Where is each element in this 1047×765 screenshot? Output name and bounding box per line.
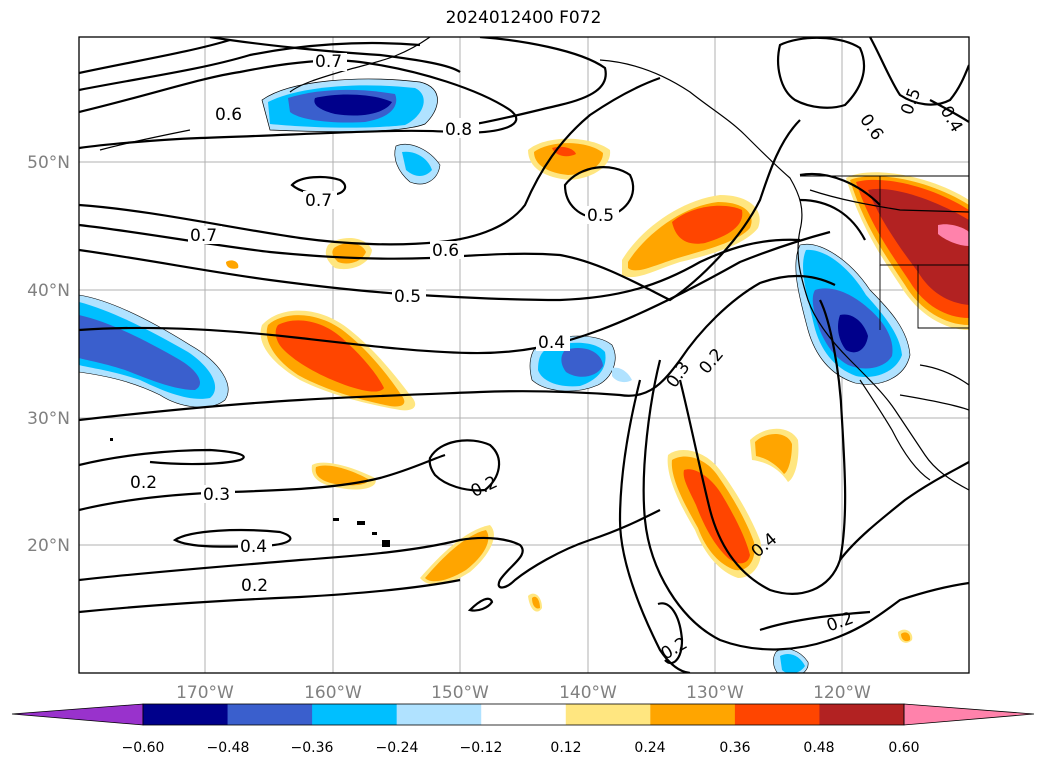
lat-tick: 40°N	[27, 281, 70, 301]
contour	[79, 59, 518, 150]
colorbar-tick: 0.60	[888, 740, 919, 756]
contour-label: 0.5	[394, 287, 421, 307]
colorbar-cell	[312, 704, 398, 725]
contour	[79, 76, 661, 246]
contour-label: 0.6	[215, 105, 242, 125]
colorbar: −0.60 −0.48 −0.36 −0.24 −0.12 0.12 0.24 …	[11, 703, 1035, 756]
contour-label: 0.4	[240, 537, 267, 557]
contour	[929, 99, 969, 123]
contour-label: 0.2	[241, 576, 268, 596]
colorbar-tick: 0.24	[634, 740, 665, 756]
contour-label: 0.5	[897, 85, 925, 117]
colorbar-cell	[565, 704, 651, 725]
colorbar-cell	[481, 704, 567, 725]
contour-label: 0.6	[855, 111, 887, 145]
contour	[79, 238, 801, 302]
contour-label: 0.3	[663, 358, 695, 392]
contour	[777, 37, 865, 109]
contour	[79, 448, 245, 467]
contour	[209, 37, 461, 73]
contour	[657, 602, 684, 665]
contour	[563, 166, 635, 220]
contour	[79, 230, 831, 355]
colorbar-cell	[396, 704, 482, 725]
lon-tick: 130°W	[686, 683, 744, 703]
contour-label: 0.7	[305, 191, 332, 211]
lon-tick: 150°W	[431, 683, 489, 703]
contour	[759, 610, 871, 632]
colorbar-tick: 0.36	[719, 740, 750, 756]
colorbar-tick: −0.36	[291, 740, 334, 756]
contour	[799, 198, 866, 241]
contour-label: 0.4	[538, 333, 565, 353]
contour	[79, 453, 446, 512]
contour	[799, 172, 881, 206]
lat-tick: 50°N	[27, 153, 70, 173]
contour	[642, 359, 969, 651]
contour	[79, 38, 231, 75]
lon-tick: 120°W	[813, 683, 871, 703]
lat-tick: 20°N	[27, 536, 70, 556]
colorbar-tick-labels: −0.60 −0.48 −0.36 −0.24 −0.12 0.12 0.24 …	[122, 740, 920, 756]
lon-tick: 160°W	[304, 683, 362, 703]
colorbar-extend-left	[11, 703, 144, 726]
contour-lines	[79, 37, 969, 673]
contour-label: 0.3	[203, 485, 230, 505]
contour	[469, 37, 607, 127]
colorbar-cell	[143, 704, 229, 725]
contour	[79, 119, 801, 302]
borders	[800, 175, 969, 330]
contour-label: 0.2	[130, 473, 157, 493]
lat-tick: 30°N	[27, 409, 70, 429]
lon-tick: 140°W	[559, 683, 617, 703]
contour-label: 0.6	[432, 241, 459, 261]
negative-anomaly-fills	[79, 78, 911, 673]
contour	[79, 509, 661, 589]
contour-label: 0.8	[445, 120, 472, 140]
contour-label: 0.4	[936, 103, 967, 136]
plot-frame	[78, 36, 970, 674]
contour-label: 0.5	[587, 206, 614, 226]
colorbar-extend-right	[903, 703, 1035, 726]
map-title: 2024012400 F072	[445, 8, 602, 28]
islands	[110, 438, 390, 547]
colorbar-tick: −0.12	[460, 740, 503, 756]
colorbar-tick: −0.48	[207, 740, 250, 756]
contour	[839, 461, 969, 561]
coastlines	[99, 37, 969, 491]
lat-tick-labels: 50°N 40°N 30°N 20°N	[27, 153, 70, 556]
colorbar-cell	[734, 704, 820, 725]
contour	[79, 578, 461, 614]
colorbar-cell	[650, 704, 736, 725]
colorbar-tick: 0.48	[803, 740, 834, 756]
contour	[172, 529, 292, 548]
contour	[79, 274, 836, 422]
contour	[869, 37, 969, 106]
contour	[678, 299, 847, 595]
contour-label: 0.2	[658, 634, 691, 665]
colorbar-tick: −0.60	[122, 740, 165, 756]
contour-label: 0.2	[695, 345, 728, 379]
colorbar-cell	[227, 704, 313, 725]
contour-label: 0.7	[190, 226, 217, 246]
colorbar-cell	[819, 704, 905, 725]
contour-label: 0.7	[315, 52, 342, 72]
lon-tick: 170°W	[176, 683, 234, 703]
contour	[79, 41, 421, 92]
contour	[428, 439, 501, 492]
colorbar-tick: 0.12	[550, 740, 581, 756]
lon-tick-labels: 170°W 160°W 150°W 140°W 130°W 120°W	[176, 683, 871, 703]
colorbar-cells	[143, 704, 905, 725]
contour	[467, 597, 494, 612]
colorbar-tick: −0.24	[376, 740, 419, 756]
